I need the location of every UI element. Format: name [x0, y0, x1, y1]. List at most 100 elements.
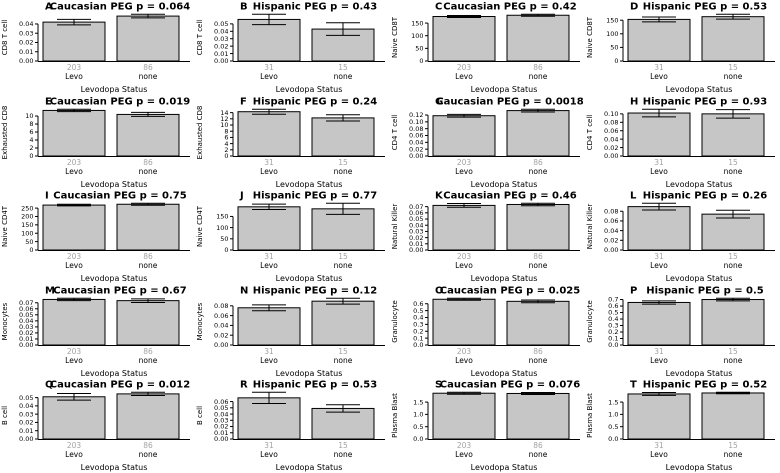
y-tick-label: 0.04: [19, 317, 33, 325]
bar-Levo: [42, 109, 106, 157]
y-tick-label: 0.10: [409, 118, 423, 126]
y-tick-label: 0.01: [214, 50, 228, 58]
y-tick-label: 0.04: [19, 402, 33, 410]
y-axis-label: Monocytes: [1, 302, 9, 340]
y-tick-label: 0.7: [608, 296, 618, 304]
y-tick-label: 0.05: [409, 215, 423, 223]
y-tick-label: 0.02: [604, 143, 618, 151]
y-tick-label: 0.00: [214, 341, 228, 349]
sample-count: 203: [457, 347, 472, 356]
sample-count: 203: [457, 441, 472, 450]
y-tick-label: 0.5: [608, 309, 618, 317]
y-axis-label: Monocytes: [196, 302, 204, 340]
sample-count: 86: [143, 63, 153, 72]
y-tick-label: 0: [419, 57, 423, 65]
bar-Levo: [432, 393, 496, 440]
x-axis-title: Levodopa Status: [81, 463, 148, 472]
y-tick-label: 50: [220, 235, 228, 243]
panel-title: Caucasian PEG p = 0.076: [440, 380, 580, 391]
sample-count: 31: [654, 252, 664, 261]
panel-B: B Hispanic PEG p = 0.43 CD8 T cell 0.00 0.01…: [195, 0, 390, 95]
group-label: Levo: [455, 261, 473, 270]
sample-count: 31: [264, 441, 274, 450]
panel-A: A Caucasian PEG p = 0.064 CD8 T cell 0.00 0.…: [0, 0, 195, 95]
panel-letter: K: [435, 191, 444, 202]
y-tick-label: 0.03: [19, 323, 33, 331]
group-label: none: [139, 450, 158, 459]
bar-Levo: [627, 206, 691, 251]
panel-letter: B: [240, 1, 248, 12]
x-axis-title: Levodopa Status: [81, 274, 148, 283]
group-label: none: [334, 356, 353, 365]
y-tick-label: 1.5: [413, 399, 423, 407]
bar-Levo: [627, 393, 691, 440]
y-tick-label: 0.6: [608, 302, 618, 310]
y-tick-label: 6: [29, 128, 33, 136]
y-tick-label: 0.03: [19, 29, 33, 37]
y-tick-label: 0.06: [214, 312, 228, 320]
panel-svg-K: K Caucasian PEG p = 0.46 Natural Killer 0.0…: [390, 189, 585, 284]
panel-letter: N: [240, 285, 248, 296]
bar-Levo: [42, 298, 106, 346]
group-label: Levo: [65, 261, 83, 270]
panel-R: R Hispanic PEG p = 0.53 B cell 0.00 0.01 0.02…: [195, 378, 390, 473]
group-label: none: [724, 261, 743, 270]
x-axis-title: Levodopa Status: [471, 180, 538, 189]
y-tick-label: 0.01: [19, 427, 33, 435]
panel-title: Caucasian PEG p = 0.0018: [436, 96, 583, 107]
panel-title: Caucasian PEG p = 0.75: [53, 191, 186, 202]
sample-count: 15: [338, 252, 348, 261]
panel-title: Caucasian PEG p = 0.064: [50, 1, 190, 12]
group-label: Levo: [260, 167, 278, 176]
y-axis-label: B cell: [1, 406, 9, 425]
panel-letter: Q: [45, 380, 54, 391]
y-tick-label: 14: [220, 108, 228, 116]
y-tick-label: 0.04: [214, 411, 228, 419]
sample-count: 15: [728, 63, 738, 72]
group-label: none: [334, 261, 353, 270]
y-axis-label: Plasma Blast: [391, 393, 399, 438]
y-tick-label: 12: [220, 115, 228, 123]
y-tick-label: 0.01: [19, 335, 33, 343]
y-tick-label: 0.05: [19, 311, 33, 319]
y-tick-label: 0.06: [409, 131, 423, 139]
panel-title: Caucasian PEG p = 0.019: [50, 96, 190, 107]
y-tick-label: 0.02: [214, 423, 228, 431]
y-axis-label: CD8 T cell: [1, 20, 9, 55]
y-tick-label: 0.04: [214, 28, 228, 36]
panel-L: L Hispanic PEG p = 0.26 Natural Killer 0.00…: [585, 189, 780, 284]
y-axis-label: Naive CD4T: [196, 205, 204, 247]
panel-title: Caucasian PEG p = 0.012: [50, 380, 190, 391]
y-tick-label: 0.02: [604, 237, 618, 245]
y-axis-label: Granulocyte: [586, 300, 594, 343]
y-axis-label: Exhausted CD8: [196, 105, 204, 159]
y-tick-label: 100: [21, 230, 33, 238]
bar-none: [506, 14, 570, 62]
y-tick-label: 0.05: [19, 394, 33, 402]
group-label: Levo: [650, 356, 668, 365]
panel-D: D Hispanic PEG p = 0.53 Naive CD8T 0 50 100 15…: [585, 0, 780, 95]
panel-letter: D: [630, 1, 638, 12]
bar-none: [701, 213, 765, 251]
y-tick-label: 0.5: [608, 423, 618, 431]
y-tick-label: 0.4: [608, 315, 618, 323]
y-tick-label: 0.02: [19, 39, 33, 47]
panel-title: Hispanic PEG p = 0.43: [253, 1, 377, 12]
y-tick-label: 50: [415, 45, 423, 53]
y-tick-label: 0.01: [409, 240, 423, 248]
y-tick-label: 0.08: [604, 118, 618, 126]
panel-title: Hispanic PEG p = 0.77: [253, 191, 377, 202]
group-label: Levo: [650, 167, 668, 176]
sample-count: 31: [654, 63, 664, 72]
y-tick-label: 0.0: [413, 436, 423, 444]
sample-count: 86: [533, 347, 543, 356]
y-tick-label: 0.06: [19, 305, 33, 313]
x-axis-title: Levodopa Status: [471, 274, 538, 283]
panel-letter: R: [240, 380, 248, 391]
sample-count: 203: [457, 63, 472, 72]
y-tick-label: 0.12: [409, 111, 423, 119]
y-tick-label: 0.4: [413, 313, 423, 321]
sample-count: 15: [338, 441, 348, 450]
panel-title: Hispanic PEG p = 0.53: [643, 1, 767, 12]
